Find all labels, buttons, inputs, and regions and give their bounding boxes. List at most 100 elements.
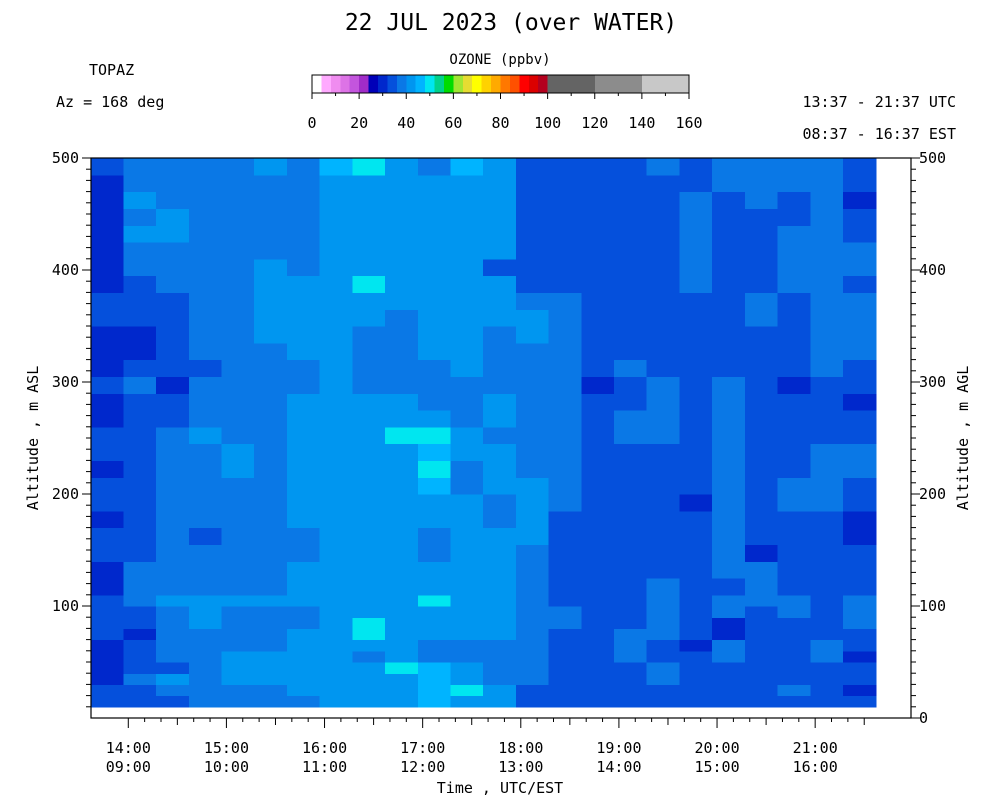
heatmap-cell xyxy=(744,639,779,652)
heatmap-cell xyxy=(581,292,615,310)
heatmap-cell xyxy=(156,426,190,445)
heatmap-cell xyxy=(744,426,779,445)
heatmap-cell xyxy=(842,684,877,697)
heatmap-cell xyxy=(286,628,321,641)
heatmap-cell xyxy=(123,191,157,209)
heatmap-cell xyxy=(286,191,321,209)
heatmap-cell xyxy=(156,393,190,411)
heatmap-cell xyxy=(123,410,157,428)
heatmap-cell xyxy=(515,673,550,685)
heatmap-cell xyxy=(286,242,321,260)
heatmap-cell xyxy=(679,527,713,545)
heatmap-cell xyxy=(417,359,452,377)
heatmap-cell xyxy=(777,561,811,579)
heatmap-cell xyxy=(712,606,746,618)
heatmap-cell xyxy=(483,376,517,394)
x-tick-label-est: 12:00 xyxy=(400,758,445,776)
heatmap-cell xyxy=(548,242,582,260)
heatmap-cell xyxy=(679,617,713,629)
heatmap-cell xyxy=(483,628,517,641)
heatmap-cell xyxy=(254,359,288,377)
heatmap-cell xyxy=(123,359,157,377)
colorbar-tick-label: 140 xyxy=(628,114,655,132)
heatmap-cell xyxy=(679,639,713,652)
heatmap-cell xyxy=(646,684,681,697)
heatmap-cell xyxy=(417,606,452,618)
heatmap-cell xyxy=(156,477,190,495)
heatmap-cell xyxy=(156,275,190,293)
heatmap-cell xyxy=(417,426,452,445)
heatmap-cell xyxy=(417,443,452,461)
heatmap-cell xyxy=(483,393,517,411)
y-tick-label-left: 200 xyxy=(52,485,79,503)
heatmap-cell xyxy=(319,191,353,209)
heatmap-cell xyxy=(679,393,713,411)
heatmap-cell xyxy=(646,578,681,596)
heatmap-cell xyxy=(156,527,190,545)
heatmap-cell xyxy=(712,527,746,545)
colorbar-swatch xyxy=(594,75,643,93)
heatmap-cell xyxy=(90,342,124,361)
heatmap-cell xyxy=(483,695,517,708)
heatmap-cell xyxy=(777,673,811,685)
heatmap-cell xyxy=(679,258,713,277)
heatmap-cell xyxy=(515,258,550,277)
heatmap-cell xyxy=(352,477,386,495)
heatmap-cell xyxy=(450,684,484,697)
colorbar-title: OZONE (ppbv) xyxy=(449,52,551,68)
heatmap-cell xyxy=(123,326,157,344)
heatmap-cell xyxy=(221,225,255,243)
heatmap-cell xyxy=(679,628,713,641)
heatmap-cell xyxy=(842,342,877,361)
heatmap-cell xyxy=(254,628,288,641)
heatmap-cell xyxy=(188,359,223,377)
colorbar-tick-label: 0 xyxy=(307,114,316,132)
heatmap-cell xyxy=(385,342,419,361)
heatmap-cell xyxy=(385,527,419,545)
heatmap-cell xyxy=(777,639,811,652)
heatmap-cell xyxy=(646,191,681,209)
heatmap-cell xyxy=(319,225,353,243)
heatmap-cell xyxy=(385,191,419,209)
heatmap-cell xyxy=(679,242,713,260)
heatmap-cell xyxy=(548,342,582,361)
heatmap-cell xyxy=(842,617,877,629)
heatmap-cell xyxy=(123,460,157,478)
heatmap-cell xyxy=(417,393,452,411)
heatmap-cell xyxy=(515,326,550,344)
heatmap-cell xyxy=(712,443,746,461)
heatmap-cell xyxy=(385,242,419,260)
colorbar-swatch xyxy=(368,75,379,93)
instrument-label: TOPAZ xyxy=(89,61,135,79)
heatmap-cell xyxy=(810,561,844,579)
heatmap-cell xyxy=(286,527,321,545)
y-tick-label-right: 300 xyxy=(919,373,946,391)
utc-time-range: 13:37 - 21:37 UTC xyxy=(802,93,956,111)
heatmap-cell xyxy=(810,292,844,310)
heatmap-cell xyxy=(123,292,157,310)
heatmap-cell xyxy=(352,326,386,344)
heatmap-cell xyxy=(744,673,779,685)
heatmap-cell xyxy=(319,673,353,685)
x-axis-title: Time , UTC/EST xyxy=(437,779,563,797)
heatmap-cell xyxy=(450,393,484,411)
heatmap-cell xyxy=(679,342,713,361)
x-tick-label-est: 16:00 xyxy=(793,758,838,776)
heatmap-cell xyxy=(156,684,190,697)
heatmap-cell xyxy=(712,275,746,293)
heatmap-cell xyxy=(581,426,615,445)
heatmap-cell xyxy=(744,292,779,310)
heatmap-cell xyxy=(744,578,779,596)
heatmap-cell xyxy=(319,242,353,260)
heatmap-cell xyxy=(90,673,124,685)
heatmap-cell xyxy=(286,650,321,663)
heatmap-cell xyxy=(679,191,713,209)
heatmap-cell xyxy=(712,695,746,708)
heatmap-cell xyxy=(515,174,550,193)
heatmap-cell xyxy=(90,410,124,428)
heatmap-cell xyxy=(842,393,877,411)
heatmap-cell xyxy=(352,639,386,652)
heatmap-cell xyxy=(352,695,386,708)
heatmap-cell xyxy=(548,561,582,579)
heatmap-cell xyxy=(515,191,550,209)
